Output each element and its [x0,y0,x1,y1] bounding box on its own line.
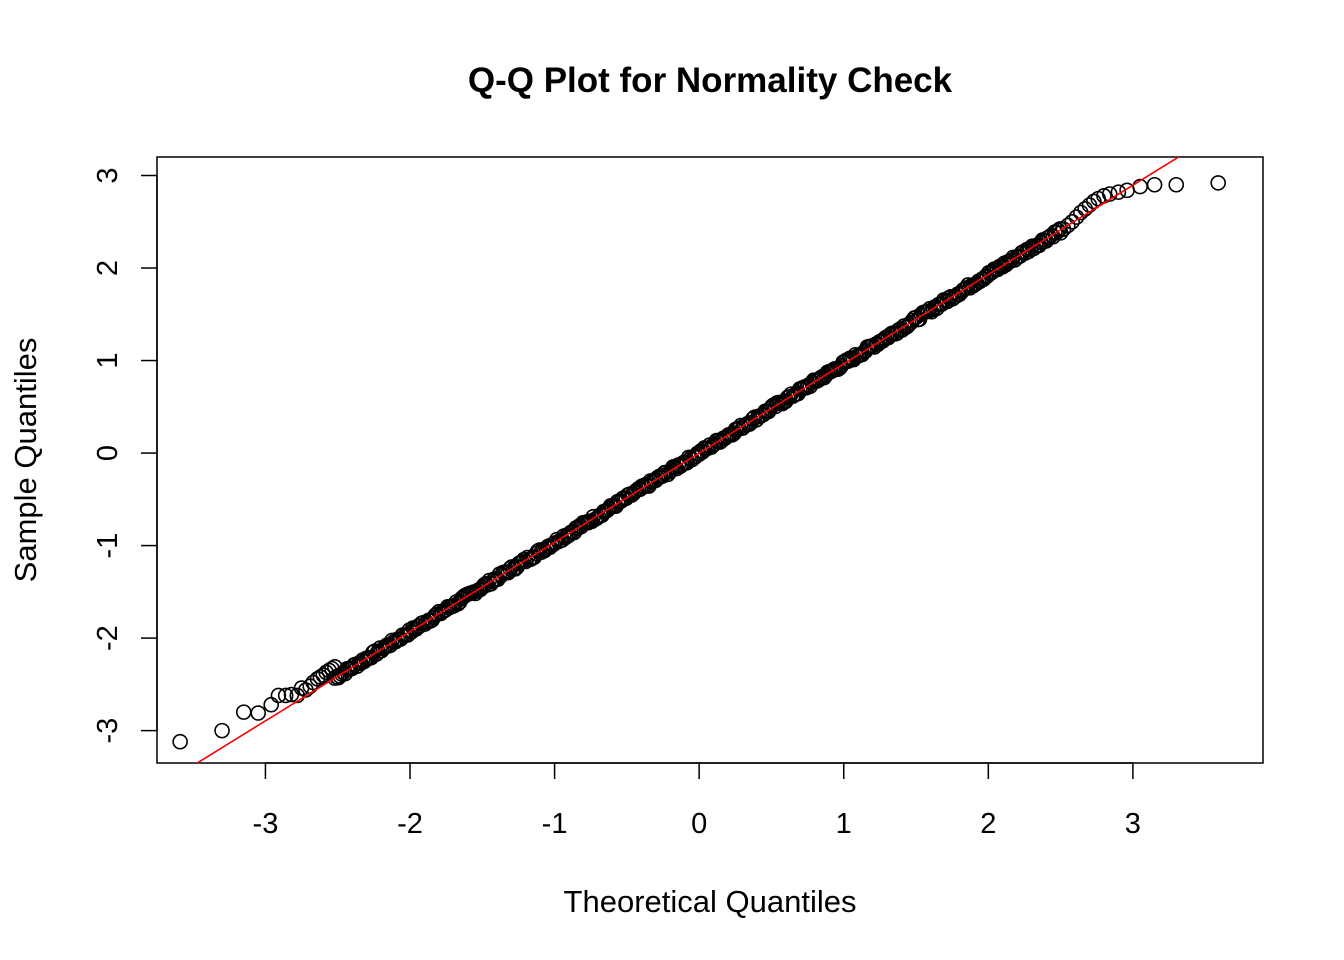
plot-area [172,157,1226,763]
qq-point [1015,244,1032,260]
x-tick-label: -1 [542,808,568,840]
y-tick-label: -1 [92,533,124,559]
x-tick-label: 3 [1125,808,1141,840]
qq-point [263,696,280,713]
qq-point [172,733,188,750]
qq-point [270,687,287,704]
x-tick-label: 1 [836,808,852,840]
y-tick-label: 0 [92,445,124,461]
qq-point [1168,176,1185,193]
qq-point [214,722,230,739]
qq-point [1064,213,1080,230]
chart-title: Q-Q Plot for Normality Check [468,61,953,100]
y-tick-label: 3 [92,167,124,183]
qq-points-tails [172,175,1226,750]
qq-point [942,288,959,305]
x-tick-label: -2 [397,808,423,840]
qq-point [327,658,343,675]
qq-point [289,687,306,704]
qq-point [1068,209,1085,225]
y-tick-label: -2 [92,625,124,651]
qq-point [1132,178,1148,195]
x-tick-label: 2 [980,808,996,840]
qq-point [1101,186,1118,202]
qq-point [809,373,825,389]
x-axis: -3 -2 -1 0 1 2 3 [253,762,1141,840]
qq-point [1060,217,1076,234]
qq-point [955,282,971,299]
x-axis-label: Theoretical Quantiles [564,884,857,919]
y-axis: -3 -2 -1 0 1 2 3 [92,167,158,744]
qq-point [324,660,340,677]
qq-point [250,705,267,721]
y-tick-label: 1 [92,352,124,368]
reference-line [195,157,1181,763]
qq-point [277,687,294,704]
qq-point [1110,184,1127,200]
qq-point [1210,175,1226,191]
qq-point [516,551,532,568]
y-axis-label: Sample Quantiles [8,338,43,583]
qq-point [1077,201,1093,217]
qq-point [401,622,418,638]
x-tick-label: -3 [253,808,279,840]
qq-point [235,704,252,720]
y-tick-label: -3 [92,718,124,744]
qq-point [903,314,919,331]
x-tick-label: 0 [691,808,707,840]
qq-point [705,437,721,454]
y-tick-label: 2 [92,260,124,276]
qq-point [1146,176,1163,193]
